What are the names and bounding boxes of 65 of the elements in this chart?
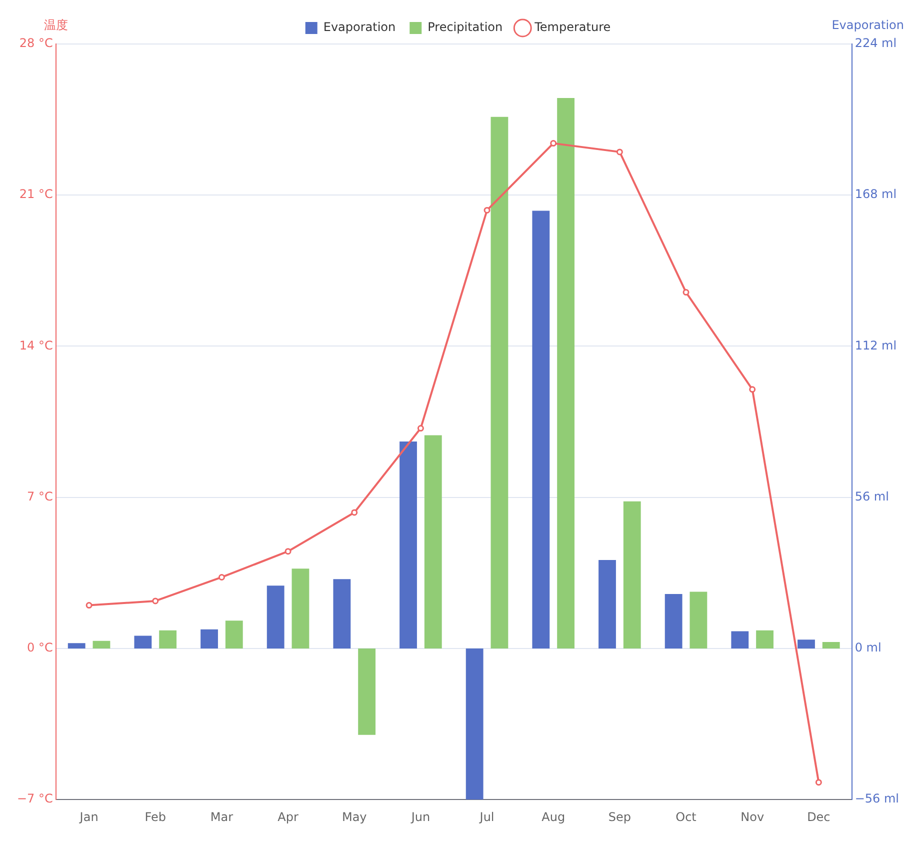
x-tick-label: Jun [410, 810, 430, 824]
bar [756, 630, 774, 648]
bar [598, 560, 616, 648]
x-tick-label: Mar [210, 810, 234, 824]
point [550, 140, 557, 147]
bar [532, 210, 550, 648]
point [284, 548, 292, 555]
y2-axis-title: Evaporation [832, 18, 904, 32]
bar [292, 568, 310, 648]
y2-tick-label: 56 ml [854, 489, 889, 504]
bar [358, 648, 376, 735]
bar [424, 435, 442, 648]
bar [266, 586, 284, 648]
point [86, 602, 92, 609]
bar [557, 98, 574, 648]
point [815, 779, 822, 786]
bar [690, 592, 708, 648]
bar [731, 631, 749, 648]
bar [159, 630, 177, 648]
point [218, 574, 225, 580]
bar [798, 640, 815, 648]
x-tick-label: Dec [807, 810, 830, 824]
y-tick-label: −7 °C [16, 792, 53, 806]
bar [490, 116, 508, 648]
x-tick-label: Apr [278, 810, 298, 824]
point [484, 206, 490, 214]
legend-label: Temperature [534, 20, 611, 34]
x-tick-label: Jul [478, 810, 494, 824]
y2-tick-label: 112 ml [854, 338, 897, 352]
bar [822, 642, 840, 648]
bar [68, 643, 86, 648]
point [616, 148, 623, 156]
legend-label: Precipitation [428, 20, 503, 34]
bar [466, 648, 484, 800]
bar [134, 636, 152, 648]
x-tick-label: Feb [144, 810, 166, 824]
point [417, 425, 424, 432]
x-tick-label: Aug [542, 810, 566, 824]
point [152, 598, 159, 604]
x-tick-label: May [342, 810, 367, 824]
y-tick-label: 14 °C [19, 338, 53, 352]
bar [200, 629, 218, 648]
x-tick-label: Jan [78, 810, 98, 824]
bar [623, 501, 641, 648]
bar [225, 620, 243, 648]
y2-tick-label: 168 ml [854, 187, 897, 202]
bar [333, 579, 351, 648]
y-tick-label: 0 °C [27, 640, 53, 655]
x-tick-label: Sep [608, 810, 631, 824]
y-axis-title: 温度 [44, 18, 68, 32]
y-tick-label: 21 °C [19, 187, 53, 202]
x-tick-label: Nov [740, 810, 764, 824]
point [749, 386, 756, 393]
point [351, 509, 358, 516]
point [682, 289, 690, 296]
y2-tick-label: −56 ml [854, 792, 900, 806]
y-tick-label: 28 °C [19, 36, 53, 50]
bar [664, 594, 682, 648]
bar [92, 640, 110, 648]
bar [400, 442, 417, 648]
y2-tick-label: 224 ml [854, 36, 897, 50]
x-tick-label: Oct [676, 810, 697, 824]
legend-label: Evaporation [323, 20, 396, 34]
y2-tick-label: 0 ml [854, 640, 882, 655]
y-tick-label: 7 °C [27, 489, 53, 504]
